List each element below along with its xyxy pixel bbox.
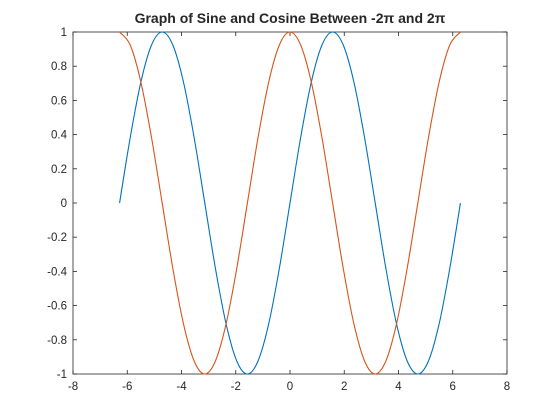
x-tick-label: 0: [287, 381, 293, 393]
chart-title: Graph of Sine and Cosine Between -2π and…: [135, 10, 446, 26]
y-tick-label: 0.8: [51, 61, 67, 73]
series-group: [119, 31, 461, 375]
y-tick-label: 0: [61, 198, 67, 210]
x-tick-label: 6: [450, 381, 456, 393]
series-line-0: [119, 31, 461, 375]
y-tick-label: 0.2: [51, 164, 67, 176]
axis-ticks: -8 -6 -4 -2 0 2 4 6 8 -1 -0.8 -0.6 -0.4 -0.2 0 0.2 0.4 0.…: [47, 27, 510, 393]
x-tick-label: -6: [122, 381, 132, 393]
y-tick-label: -0.4: [47, 266, 67, 278]
y-tick-label: -0.6: [47, 301, 67, 313]
series-line-1: [119, 31, 461, 375]
x-tick-label: -2: [231, 381, 241, 393]
y-tick-label: 1: [61, 27, 67, 39]
y-tick-label: 0.6: [51, 95, 67, 107]
x-tick-label: -8: [68, 381, 78, 393]
y-tick-label: -0.2: [47, 232, 67, 244]
y-tick-label: -1: [57, 369, 67, 381]
x-tick-label: 4: [395, 381, 402, 393]
y-tick-label: 0.4: [51, 130, 68, 142]
x-tick-label: 2: [341, 381, 347, 393]
y-tick-label: -0.8: [47, 335, 67, 347]
x-tick-label: 8: [504, 381, 510, 393]
x-tick-label: -4: [176, 381, 187, 393]
